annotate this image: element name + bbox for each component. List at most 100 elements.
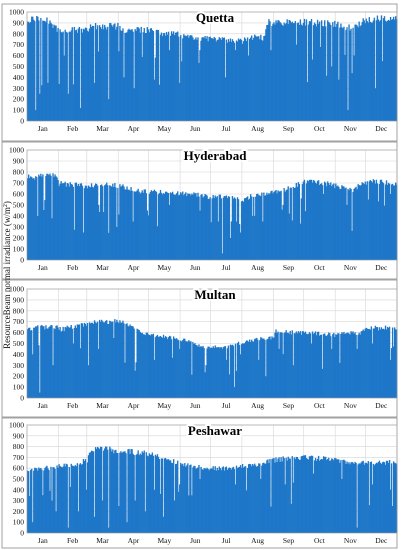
data-bar bbox=[129, 190, 131, 260]
data-bar bbox=[324, 457, 326, 533]
data-bar bbox=[110, 23, 112, 122]
data-bar bbox=[76, 324, 79, 398]
data-bar bbox=[286, 189, 288, 260]
x-tick-label: Sep bbox=[283, 401, 295, 410]
data-bar bbox=[342, 186, 344, 260]
data-bar bbox=[357, 184, 359, 260]
data-bar bbox=[381, 61, 384, 121]
data-bar bbox=[308, 179, 311, 260]
data-bar bbox=[369, 329, 371, 398]
data-bar bbox=[130, 325, 132, 398]
data-bar bbox=[307, 459, 310, 533]
data-bar bbox=[276, 22, 278, 122]
data-bar bbox=[170, 462, 173, 533]
data-bar bbox=[301, 25, 304, 121]
data-bar bbox=[387, 327, 390, 398]
data-bar bbox=[342, 459, 344, 533]
data-bar bbox=[128, 189, 130, 260]
data-bar bbox=[340, 23, 342, 121]
data-bar bbox=[332, 459, 334, 533]
data-bar bbox=[330, 460, 332, 533]
data-bar bbox=[114, 23, 116, 121]
x-tick-label: Nov bbox=[344, 536, 357, 545]
data-bar bbox=[134, 370, 136, 398]
data-bar bbox=[219, 468, 221, 533]
data-bar bbox=[180, 35, 182, 121]
data-bar bbox=[193, 39, 195, 122]
data-bar bbox=[136, 27, 138, 121]
data-bar bbox=[172, 459, 175, 533]
data-bar bbox=[260, 337, 262, 398]
data-bar bbox=[206, 36, 208, 121]
data-bar bbox=[217, 221, 219, 260]
data-bar bbox=[126, 32, 128, 122]
data-bar bbox=[227, 468, 230, 533]
data-bar bbox=[118, 214, 120, 260]
data-bar bbox=[306, 82, 309, 121]
data-bar bbox=[137, 188, 139, 260]
data-bar bbox=[193, 465, 195, 533]
data-bar bbox=[182, 38, 184, 121]
data-bar bbox=[285, 23, 287, 122]
data-bar bbox=[199, 50, 201, 121]
data-bar bbox=[93, 516, 96, 533]
data-bar bbox=[239, 232, 242, 260]
data-bar bbox=[221, 467, 223, 533]
data-bar bbox=[172, 31, 175, 121]
data-bar bbox=[292, 482, 294, 533]
data-bar bbox=[114, 450, 116, 533]
data-bar bbox=[359, 185, 361, 260]
data-bar bbox=[191, 374, 193, 398]
data-bar bbox=[318, 21, 321, 122]
data-bar bbox=[250, 342, 252, 398]
x-tick-label: Sep bbox=[283, 124, 295, 133]
data-bar bbox=[228, 41, 231, 122]
data-bar bbox=[334, 337, 336, 398]
data-bar bbox=[269, 21, 271, 122]
data-bar bbox=[93, 320, 96, 398]
data-bar bbox=[364, 328, 366, 398]
data-bar bbox=[251, 339, 253, 398]
data-bar bbox=[154, 191, 157, 260]
data-bar bbox=[211, 348, 213, 398]
data-bar bbox=[224, 467, 227, 533]
data-bar bbox=[392, 16, 395, 121]
data-bar bbox=[141, 190, 143, 260]
data-bar bbox=[280, 23, 282, 122]
data-bar bbox=[169, 336, 172, 398]
data-bar bbox=[308, 21, 311, 121]
data-bar bbox=[187, 341, 189, 398]
data-bar bbox=[306, 334, 309, 398]
data-bar bbox=[303, 18, 306, 121]
data-bar bbox=[376, 327, 379, 398]
data-bar bbox=[192, 341, 194, 398]
data-bar bbox=[182, 340, 184, 398]
data-bar bbox=[271, 336, 273, 398]
data-bar bbox=[218, 347, 220, 398]
data-bar bbox=[164, 35, 167, 122]
data-bar bbox=[375, 20, 378, 121]
data-bar bbox=[298, 459, 301, 533]
data-bar bbox=[40, 173, 42, 260]
data-bar bbox=[292, 186, 294, 260]
data-bar bbox=[237, 467, 240, 533]
data-bar bbox=[297, 182, 300, 260]
data-bar bbox=[140, 26, 142, 121]
data-bar bbox=[151, 334, 154, 398]
data-bar bbox=[367, 199, 369, 260]
data-bar bbox=[268, 193, 270, 260]
x-tick-label: Nov bbox=[344, 263, 357, 272]
data-bar bbox=[212, 195, 214, 260]
data-bar bbox=[333, 460, 335, 533]
data-bar bbox=[133, 454, 135, 533]
data-bar bbox=[255, 196, 257, 260]
data-bar bbox=[125, 32, 127, 122]
data-bar bbox=[316, 458, 319, 533]
data-bar bbox=[148, 453, 151, 533]
data-bar bbox=[372, 179, 375, 260]
data-bar bbox=[212, 466, 214, 533]
data-bar bbox=[234, 343, 237, 398]
data-bar bbox=[123, 451, 125, 533]
x-tick-label: Aug bbox=[251, 124, 264, 133]
data-bar bbox=[108, 527, 110, 533]
